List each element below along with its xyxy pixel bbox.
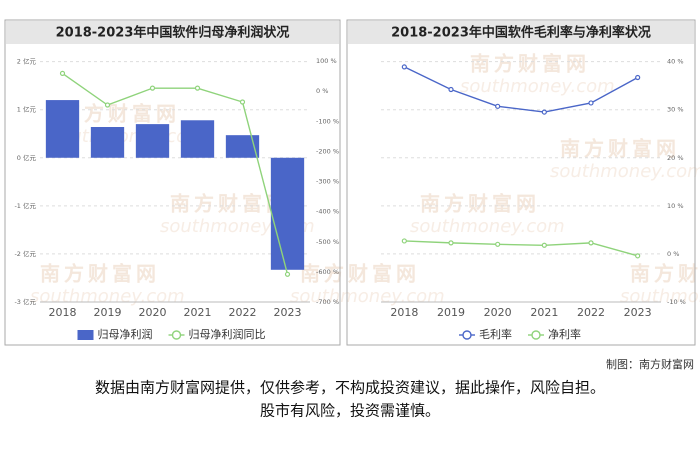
y2-tick-label: -700 % — [316, 298, 339, 306]
legend-swatch — [171, 330, 182, 340]
panel-border — [346, 19, 696, 346]
watermark: southmoney.com — [550, 161, 700, 182]
legend-label: 毛利率 — [479, 327, 512, 341]
legend-label: 净利率 — [548, 327, 581, 341]
x-tick-label: 2018 — [49, 306, 77, 319]
watermark: 南方财富网 — [630, 262, 700, 286]
chart-title: 2018-2023年中国软件毛利率与净利率状况 — [391, 25, 651, 41]
point — [588, 100, 594, 106]
legend-swatch — [77, 330, 94, 340]
watermark: southmoney.com — [410, 216, 565, 237]
bar — [270, 157, 305, 270]
y-tick-label: -3 亿元 — [14, 297, 36, 306]
y2-tick-label: -500 % — [316, 238, 339, 246]
line — [62, 72, 289, 275]
credit: 制图：南方财富网 — [606, 357, 694, 371]
bar — [45, 100, 80, 158]
point — [401, 238, 407, 244]
y-tick-label: 1 亿元 — [17, 105, 37, 114]
point — [149, 85, 156, 91]
line — [404, 240, 638, 257]
x-tick-label: 2018 — [390, 306, 418, 319]
watermark: 南方财富网 — [560, 137, 680, 161]
y2-tick-label: -10 % — [667, 298, 686, 306]
title-bar — [348, 21, 694, 44]
panel-border — [4, 19, 341, 346]
point — [401, 64, 407, 70]
title-bar — [6, 21, 339, 44]
y2-tick-label: 0 % — [316, 87, 328, 95]
y2-tick-label: 20 % — [667, 154, 684, 162]
legend-label: 归母净利润同比 — [189, 327, 266, 341]
line — [404, 66, 639, 113]
point — [495, 241, 501, 247]
y-tick-label: -1 亿元 — [14, 201, 36, 210]
watermark: 南方财富网 — [40, 262, 160, 286]
point — [588, 240, 594, 246]
watermark: 南方财富网 — [470, 52, 590, 76]
watermark: 南方财富网 — [60, 102, 180, 126]
x-tick-label: 2021 — [530, 306, 558, 319]
watermark: southmoney.com — [290, 286, 445, 307]
watermark: 南方财富网 — [420, 192, 540, 216]
y2-tick-label: 40 % — [667, 58, 684, 66]
point — [448, 86, 454, 93]
y2-tick-label: -200 % — [316, 147, 339, 155]
bar — [225, 135, 260, 158]
point — [495, 103, 501, 109]
x-tick-label: 2019 — [437, 306, 465, 319]
point — [239, 99, 246, 105]
y2-tick-label: 30 % — [667, 106, 684, 114]
point — [635, 253, 641, 259]
x-tick-label: 2022 — [229, 306, 257, 319]
point — [194, 85, 201, 91]
y-tick-label: 0 亿元 — [17, 153, 37, 162]
x-tick-label: 2023 — [274, 306, 302, 319]
x-tick-label: 2020 — [139, 306, 167, 319]
point — [635, 74, 641, 81]
y-tick-label: 2 亿元 — [17, 57, 37, 66]
y2-tick-label: 10 % — [667, 202, 684, 210]
point — [284, 271, 291, 277]
bar — [90, 127, 125, 158]
y2-tick-label: -600 % — [316, 268, 339, 276]
watermark: southmoney.com — [30, 286, 185, 307]
watermark: southmoney.com — [460, 76, 615, 97]
point — [104, 102, 111, 108]
y2-tick-label: 0 % — [667, 250, 679, 258]
x-tick-label: 2019 — [94, 306, 122, 319]
bar — [180, 120, 215, 158]
watermark: southmoney.com — [620, 286, 700, 307]
x-tick-label: 2021 — [184, 306, 212, 319]
y2-tick-label: 100 % — [316, 57, 337, 65]
legend-swatch — [462, 330, 472, 340]
watermark: 南方财富网 — [300, 262, 420, 286]
chart-title: 2018-2023年中国软件归母净利润状况 — [56, 25, 290, 41]
bar — [135, 124, 170, 158]
point — [448, 240, 454, 246]
x-tick-label: 2022 — [577, 306, 605, 319]
x-tick-label: 2020 — [484, 306, 512, 319]
legend-swatch — [531, 330, 541, 340]
disclaimer: 股市有风险，投资需谨慎。 — [260, 402, 440, 420]
legend-label: 归母净利润 — [98, 327, 153, 341]
charts: 南方财富网southmoney.com南方财富网southmoney.com南方… — [30, 52, 700, 308]
point — [541, 242, 547, 248]
x-tick-label: 2023 — [624, 306, 652, 319]
y2-tick-label: -100 % — [316, 117, 339, 125]
y2-tick-label: -300 % — [316, 178, 339, 186]
point — [59, 70, 66, 76]
y2-tick-label: -400 % — [316, 208, 339, 216]
disclaimer: 数据由南方财富网提供，仅供参考，不构成投资建议，据此操作，风险自担。 — [95, 379, 605, 397]
y-tick-label: -2 亿元 — [14, 249, 36, 258]
point — [541, 109, 547, 115]
